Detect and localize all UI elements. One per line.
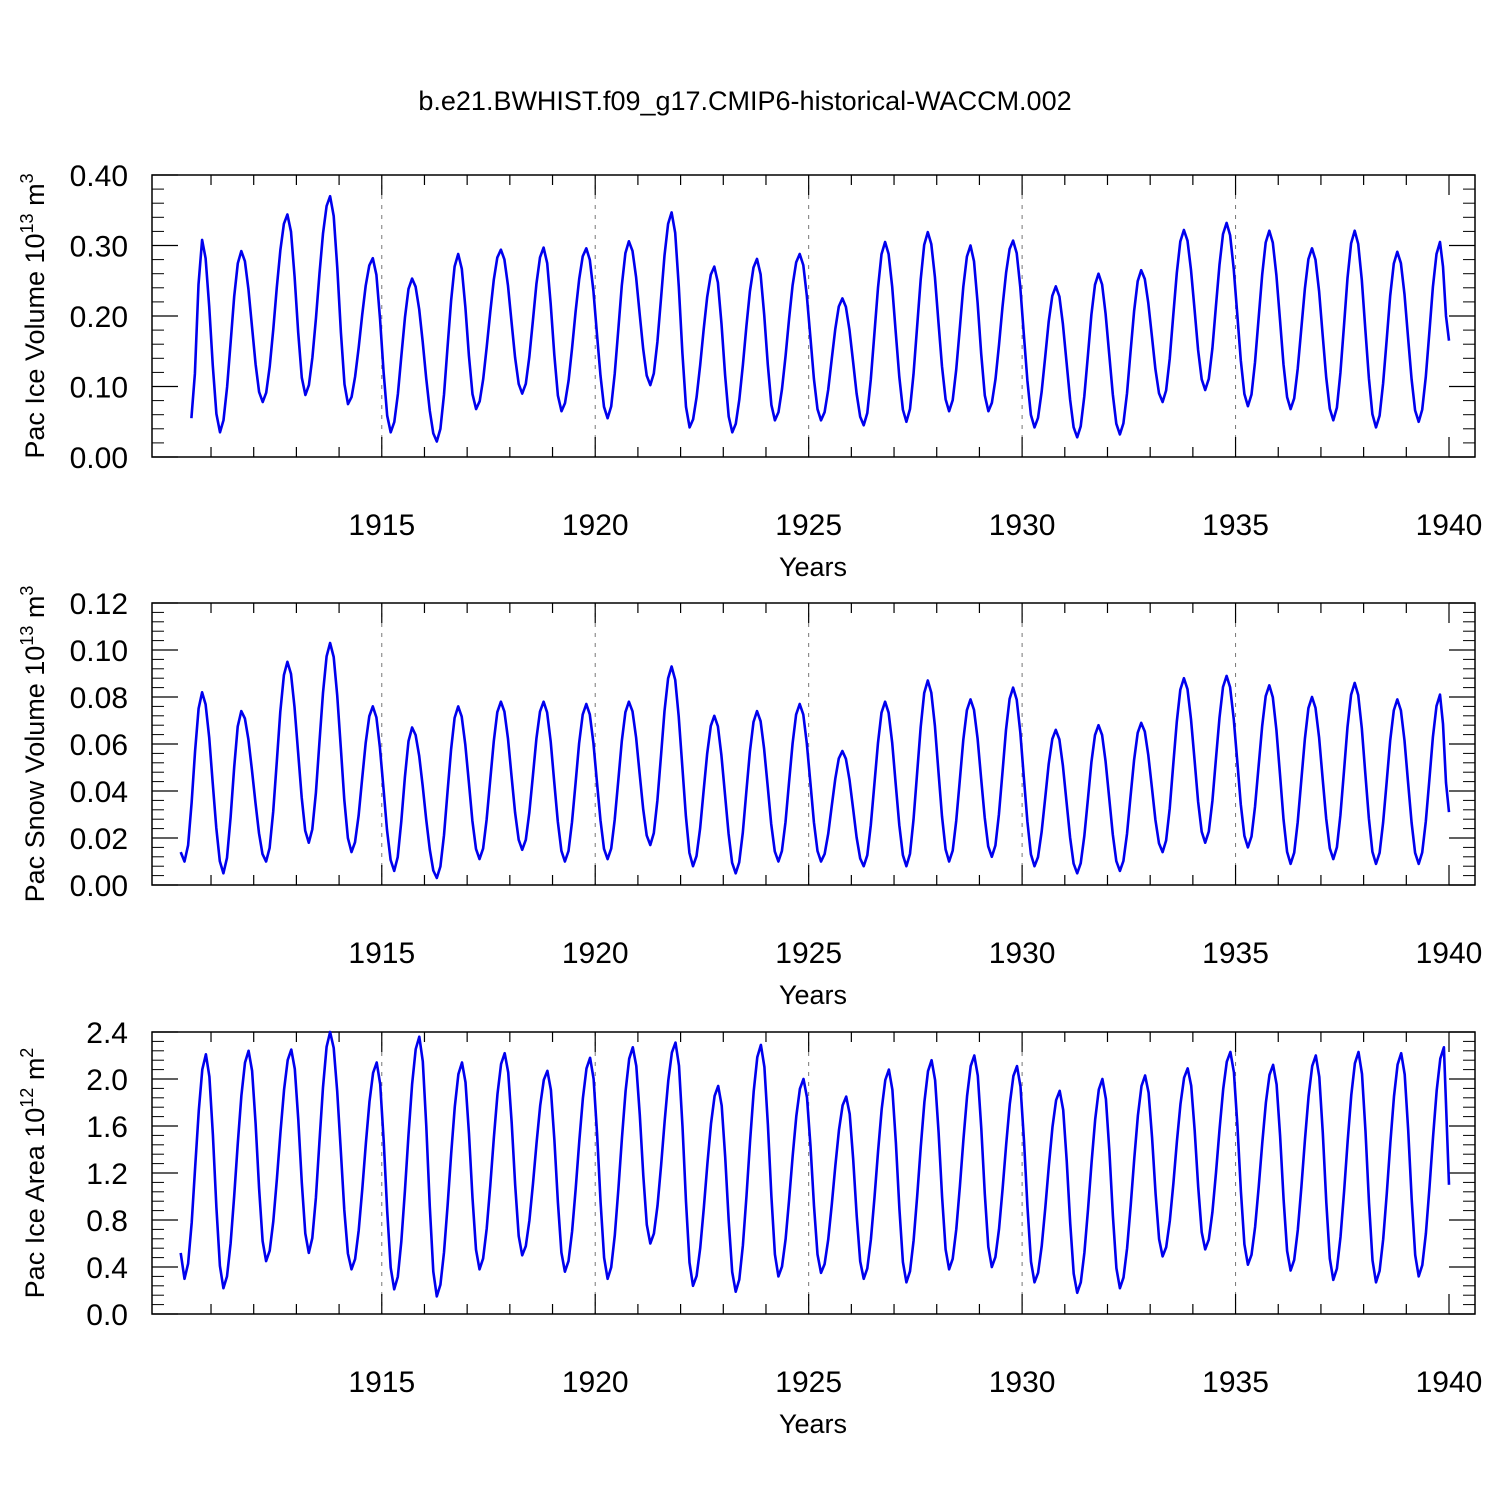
plot-frame: [151, 1031, 1476, 1315]
x-tick-label: 1925: [775, 1366, 842, 1399]
y-tick-label: 0.12: [70, 588, 128, 621]
y-tick-label: 0.30: [70, 231, 128, 264]
series-line: [190, 194, 1451, 443]
y-axis-label: Pac Ice Volume 1013 m3: [17, 173, 50, 458]
panel-3: 1915 1920 1925 1930 1935 1940 0.0 0.4 0.8 1.2 1.6 2…: [17, 1017, 1482, 1439]
panel-1: 1915 1920 1925 1930 1935 1940 0.00 0.10 0.20 0.30…: [17, 160, 1482, 582]
y-tick-label: 0.08: [70, 682, 128, 715]
x-tick-label: 1920: [562, 1366, 629, 1399]
panels: 1915 1920 1925 1930 1935 1940 0.00 0.10 0.20 0.30…: [17, 160, 1482, 1439]
y-tick-label: 0.02: [70, 823, 128, 856]
x-tick-label: 1940: [1416, 1366, 1483, 1399]
x-tick-label: 1915: [348, 509, 415, 542]
x-tick-label: 1925: [775, 937, 842, 970]
y-tick-label: 0.20: [70, 301, 128, 334]
y-tick-label: 2.4: [86, 1017, 128, 1050]
x-tick-label: 1920: [562, 937, 629, 970]
x-axis-label: Years: [779, 552, 847, 582]
y-axis-label: Pac Snow Volume 1013 m3: [17, 586, 50, 903]
x-tick-label: 1925: [775, 509, 842, 542]
panel-2: 1915 1920 1925 1930 1935 1940 0.00 0.02 0.04 0.06…: [17, 586, 1482, 1010]
y-tick-label: 0.40: [70, 160, 128, 193]
y-tick-label: 0.00: [70, 442, 128, 475]
x-tick-label: 1915: [348, 1366, 415, 1399]
x-tick-label: 1920: [562, 509, 629, 542]
plot-frame: [151, 174, 1476, 458]
y-tick-label: 1.2: [86, 1158, 128, 1191]
y-tick-label: 0.8: [86, 1205, 128, 1238]
x-tick-label: 1930: [989, 509, 1056, 542]
x-axis-label: Years: [779, 1409, 847, 1439]
y-tick-label: 0.10: [70, 372, 128, 405]
x-tick-label: 1935: [1202, 1366, 1269, 1399]
y-tick-label: 0.0: [86, 1299, 128, 1332]
x-tick-label: 1940: [1416, 509, 1483, 542]
chart-title: b.e21.BWHIST.f09_g17.CMIP6-historical-WA…: [418, 86, 1071, 116]
y-tick-label: 0.00: [70, 870, 128, 903]
y-tick-label: 0.04: [70, 776, 128, 809]
x-tick-label: 1930: [989, 937, 1056, 970]
x-axis-label: Years: [779, 980, 847, 1010]
x-tick-label: 1935: [1202, 937, 1269, 970]
y-tick-label: 0.10: [70, 635, 128, 668]
y-tick-label: 0.4: [86, 1252, 128, 1285]
x-tick-label: 1930: [989, 1366, 1056, 1399]
y-axis-label: Pac Ice Area 1012 m2: [17, 1048, 50, 1299]
y-tick-label: 2.0: [86, 1064, 128, 1097]
series-line: [179, 1030, 1451, 1298]
series-line: [179, 641, 1451, 880]
y-tick-label: 1.6: [86, 1111, 128, 1144]
x-tick-label: 1915: [348, 937, 415, 970]
x-tick-label: 1935: [1202, 509, 1269, 542]
x-tick-label: 1940: [1416, 937, 1483, 970]
y-tick-label: 0.06: [70, 729, 128, 762]
